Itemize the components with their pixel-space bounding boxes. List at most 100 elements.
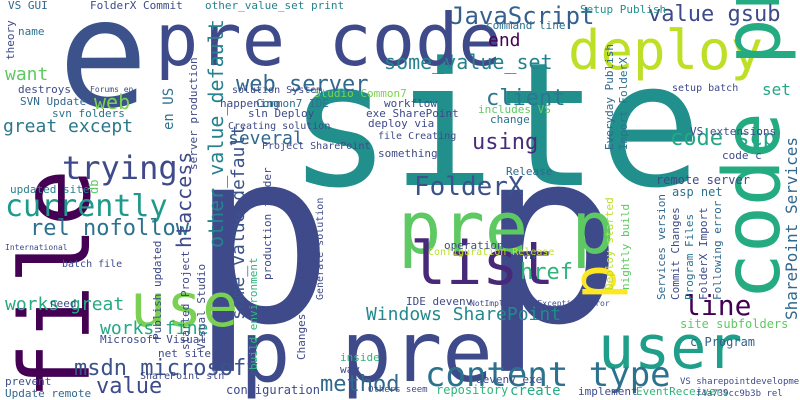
word-inside: inside: [340, 351, 380, 364]
word-value: value: [96, 374, 163, 399]
word-includes-vs: includes VS: [478, 103, 551, 116]
word-deploy-via: deploy via: [368, 117, 435, 130]
word-method: method: [320, 372, 400, 397]
word-some-value-set: some_value_set: [384, 50, 553, 74]
word-way: way: [340, 363, 360, 376]
word-svn-folders: svn folders: [52, 107, 125, 120]
word-value-gsub: value gsub: [648, 2, 781, 27]
word-folderx: FolderX: [414, 172, 524, 202]
word-implement: implement: [578, 385, 638, 398]
word-others-seem: Others seem: [368, 385, 428, 395]
word-list: list: [410, 229, 555, 299]
word-javascript: JavaScript: [450, 2, 595, 30]
word-happening: happening: [220, 97, 280, 110]
word-user: user: [598, 313, 743, 383]
word-f4a739cc9b3b-rel: f4a739cc9b3b rel: [696, 389, 783, 399]
word-great-except: great except: [3, 116, 134, 137]
word-several: several: [228, 128, 304, 149]
word-import-folderx: Import FolderX: [617, 57, 630, 150]
word-services-version: Services version: [655, 194, 668, 300]
word-web: web: [94, 90, 131, 114]
word-e: e: [58, 0, 149, 142]
word-client: client: [486, 86, 566, 111]
word-create: create: [510, 383, 561, 399]
word-creating-solution: Creating solution: [228, 121, 331, 132]
word-project-sharepoint: Project SharePoint: [262, 141, 371, 152]
word-end: end: [488, 30, 521, 51]
word-works-great: works great: [5, 294, 125, 315]
word-asp-net: asp net: [672, 185, 723, 199]
word-common7-ide: Common7 IDE: [256, 97, 329, 110]
word-configuration: configuration: [226, 383, 320, 397]
word-forums-en: Forums en: [90, 85, 134, 94]
word-href: href: [520, 260, 573, 285]
word-production-folder: production folder: [261, 167, 274, 280]
word-sln-deploy: sln Deploy: [248, 107, 315, 120]
word-command-line: command line: [486, 19, 566, 32]
word-line: line: [684, 289, 752, 322]
word-batch-file: batch file: [62, 259, 123, 270]
word-trying: trying: [62, 149, 178, 187]
word-sharepoint-sln: SharePoint sln: [140, 371, 225, 382]
word-net-site: net site: [158, 347, 211, 360]
word-pre-code: pre code: [155, 0, 502, 82]
word-sharepoint-services: SharePoint Services: [782, 136, 800, 320]
word-currently: currently: [5, 189, 168, 224]
word-something: something: [378, 147, 438, 160]
word-svn: SVN: [516, 249, 536, 262]
word-pre-p: pre p: [398, 186, 615, 270]
word-set: set: [762, 80, 791, 99]
word-update-remote: Update remote: [5, 387, 92, 400]
word-prevent: prevent: [5, 375, 52, 388]
word-change: change: [490, 113, 530, 126]
word-publish-updated: Publish updated: [151, 240, 164, 340]
word-folderx-commit: FolderX Commit: [90, 0, 183, 12]
word-folderx-import: FolderX Import: [697, 207, 710, 300]
word-content-type: content type: [425, 355, 671, 395]
word-web-server: web server: [236, 72, 369, 97]
word-international: International: [5, 243, 68, 252]
word-repository: repository: [436, 383, 509, 397]
word-microsoft-visual: Microsoft Visual: [100, 333, 206, 346]
word-setup-publish: Setup Publish: [580, 3, 667, 16]
word-generate-solution: Generate solution: [315, 197, 326, 300]
word-devenv-exe: devenv exe: [476, 373, 543, 386]
word-ide-devenv: IDE devenv: [406, 295, 473, 308]
word-vs-gui: VS GUI: [8, 0, 48, 12]
word-rel-nofollow: rel nofollow: [30, 216, 189, 241]
word-commit-changes: Commit Changes: [669, 207, 682, 300]
word-vs-extensions: VS extensions: [690, 125, 777, 138]
word-build-environment: build environment: [247, 257, 260, 370]
word-following-error: Following error: [711, 200, 724, 300]
word-deploy: deploy: [568, 19, 764, 82]
word-windows-sharepoint: Windows SharePoint: [366, 304, 562, 325]
word-need: need: [50, 297, 77, 310]
word-en-us: en US: [161, 87, 177, 130]
word-destroys: destroys: [18, 83, 71, 96]
word-remote-server: remote server: [656, 173, 750, 187]
word-configuration-release: Configuration Release: [428, 247, 555, 258]
word-file-creating: file Creating: [378, 131, 457, 142]
word-use: use: [130, 271, 239, 341]
word-other-value-set-print: other_value_set print: [205, 0, 345, 12]
word-server-production: server production: [187, 57, 200, 170]
word-svn-update: SVN Update: [20, 95, 87, 108]
word-everyday-publish: Everyday Publish: [603, 44, 616, 150]
word-theory: theory: [4, 20, 17, 60]
word-works-fine: works fine: [100, 318, 209, 339]
word-eventreceivers: EventReceivers: [636, 385, 729, 398]
word-solution-system: solution System: [232, 85, 323, 96]
word-p-pre: p pre: [240, 303, 493, 400]
word-site: site: [288, 25, 703, 226]
word-c-program: c Program: [690, 335, 756, 349]
word-name: name: [18, 25, 45, 38]
word-operation: operation: [444, 239, 504, 252]
word-changes-update: Changes Update: [295, 267, 308, 360]
word-other-value-default: other_value_default: [204, 19, 228, 248]
word-code-c: code c: [722, 149, 762, 162]
word-site-subfolders: site subfolders: [680, 317, 789, 331]
word-visual-studio: Visual Studio: [195, 263, 208, 350]
word-some-value-default: some_value_default: [228, 124, 249, 320]
word-using: using: [472, 130, 539, 155]
